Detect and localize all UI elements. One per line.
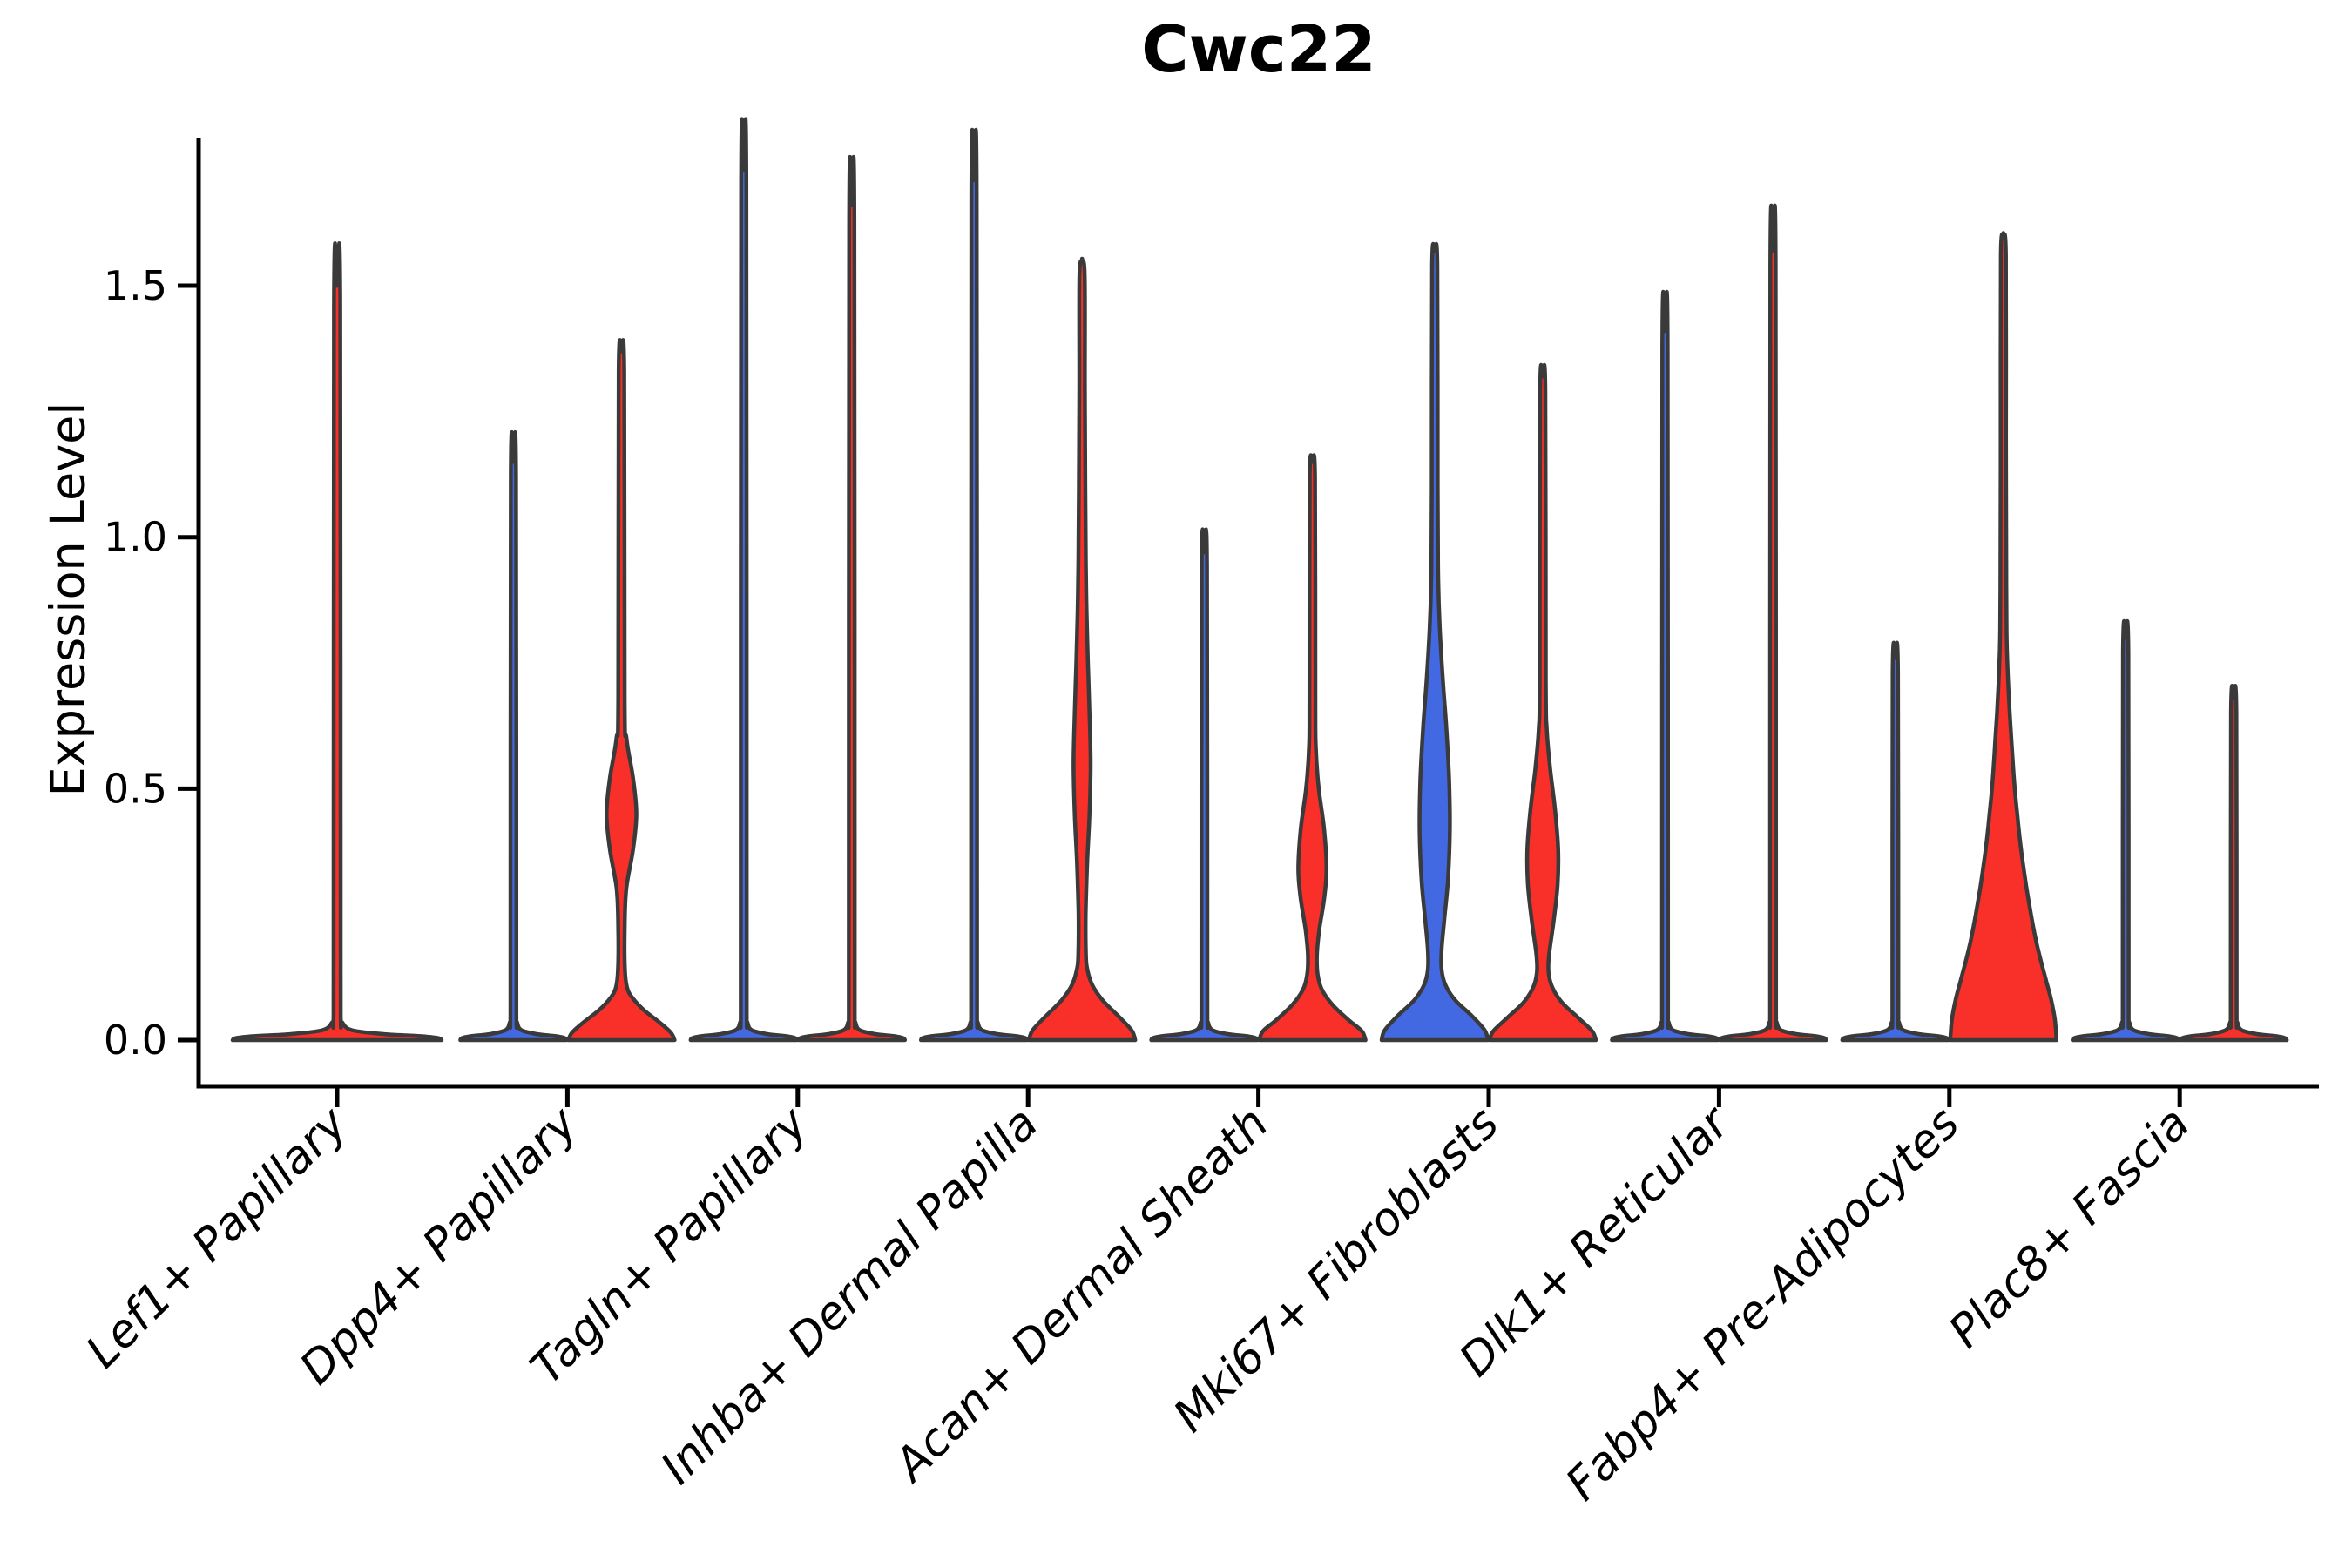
violin-lef1-papillary-single	[230, 241, 444, 1043]
x-tick-label-acan-dermal-sheath: Acan+ Dermal Sheath	[883, 1098, 1279, 1493]
y-axis-title: Expression Level	[40, 402, 96, 797]
violin-tagln-papillary-left	[688, 117, 800, 1043]
violin-acan-dermal-sheath-left	[1149, 527, 1260, 1043]
violin-inhba-dermal-papilla-right	[1026, 256, 1138, 1043]
plot-title: Cwc22	[1141, 12, 1376, 87]
violin-dlk1-reticular-right	[1718, 203, 1828, 1043]
violin-mki67-fibroblasts-left	[1379, 241, 1490, 1043]
violin-fabp4-pre-adipocytes-left	[1840, 640, 1951, 1043]
violin-plac8-fascia-right	[2178, 684, 2289, 1043]
violin-dpp4-papillary-right	[566, 338, 677, 1043]
y-tick-label-1.5: 1.5	[104, 262, 167, 309]
violin-tagln-papillary-right	[796, 155, 908, 1043]
violin-dlk1-reticular-left	[1610, 289, 1720, 1043]
x-tick-label-plac8-fascia: Plac8+ Fascia	[1939, 1098, 2200, 1358]
violin-plac8-fascia-left	[2070, 618, 2181, 1043]
violin-inhba-dermal-papilla-left	[918, 128, 1030, 1043]
violin-dpp4-papillary-left	[458, 430, 569, 1043]
y-tick-label-0.0: 0.0	[104, 1017, 167, 1064]
y-tick-label-1.0: 1.0	[104, 514, 167, 561]
violin-acan-dermal-sheath-right	[1257, 453, 1368, 1043]
violin-mki67-fibroblasts-right	[1487, 363, 1598, 1043]
y-tick-label-0.5: 0.5	[104, 765, 167, 812]
x-tick-label-fabp4-pre-adipocytes: Fabp4+ Pre-Adipocytes	[1556, 1098, 1970, 1511]
violin-fabp4-pre-adipocytes-right	[1948, 231, 2059, 1043]
x-tick-label-inhba-dermal-papilla: Inhba+ Dermal Papilla	[652, 1098, 1049, 1495]
